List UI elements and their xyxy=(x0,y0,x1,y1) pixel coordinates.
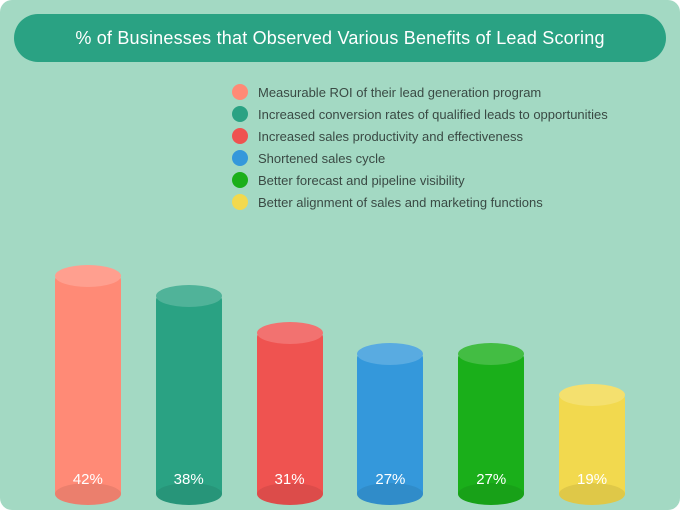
bar-top-ellipse xyxy=(156,285,222,307)
bar-body: 27% xyxy=(357,354,423,494)
legend-item: Increased sales productivity and effecti… xyxy=(232,128,608,144)
bar-body: 38% xyxy=(156,296,222,494)
legend-label: Increased sales productivity and effecti… xyxy=(258,129,523,144)
legend-item: Increased conversion rates of qualified … xyxy=(232,106,608,122)
bar-chart-area: 42% 38% 31% 27% 27% 19% xyxy=(0,234,680,494)
legend-item: Better forecast and pipeline visibility xyxy=(232,172,608,188)
title-pill: % of Businesses that Observed Various Be… xyxy=(14,14,666,62)
bar-value-label: 19% xyxy=(559,471,625,488)
bar-body: 42% xyxy=(55,276,121,494)
legend-swatch xyxy=(232,84,248,100)
legend-label: Better alignment of sales and marketing … xyxy=(258,195,543,210)
legend-swatch xyxy=(232,128,248,144)
bar-top-ellipse xyxy=(257,322,323,344)
bar: 27% xyxy=(357,354,423,494)
bar-top-ellipse xyxy=(458,343,524,365)
legend-swatch xyxy=(232,194,248,210)
bar: 27% xyxy=(458,354,524,494)
legend-item: Better alignment of sales and marketing … xyxy=(232,194,608,210)
legend-item: Shortened sales cycle xyxy=(232,150,608,166)
bar-value-label: 42% xyxy=(55,471,121,488)
bar-body: 27% xyxy=(458,354,524,494)
legend-swatch xyxy=(232,150,248,166)
bar-top-ellipse xyxy=(55,265,121,287)
bar-body: 19% xyxy=(559,395,625,494)
bar: 42% xyxy=(55,276,121,494)
bar-value-label: 38% xyxy=(156,471,222,488)
chart-title: % of Businesses that Observed Various Be… xyxy=(75,28,604,49)
legend: Measurable ROI of their lead generation … xyxy=(232,84,608,216)
bar-body: 31% xyxy=(257,333,323,494)
bar-value-label: 31% xyxy=(257,471,323,488)
bar-top-ellipse xyxy=(357,343,423,365)
bar-value-label: 27% xyxy=(458,471,524,488)
legend-label: Shortened sales cycle xyxy=(258,151,385,166)
legend-swatch xyxy=(232,106,248,122)
legend-label: Increased conversion rates of qualified … xyxy=(258,107,608,122)
chart-canvas: % of Businesses that Observed Various Be… xyxy=(0,0,680,510)
bar: 19% xyxy=(559,395,625,494)
legend-label: Measurable ROI of their lead generation … xyxy=(258,85,541,100)
legend-swatch xyxy=(232,172,248,188)
legend-label: Better forecast and pipeline visibility xyxy=(258,173,465,188)
bar: 38% xyxy=(156,296,222,494)
legend-item: Measurable ROI of their lead generation … xyxy=(232,84,608,100)
bar-value-label: 27% xyxy=(357,471,423,488)
bar-top-ellipse xyxy=(559,384,625,406)
bar: 31% xyxy=(257,333,323,494)
